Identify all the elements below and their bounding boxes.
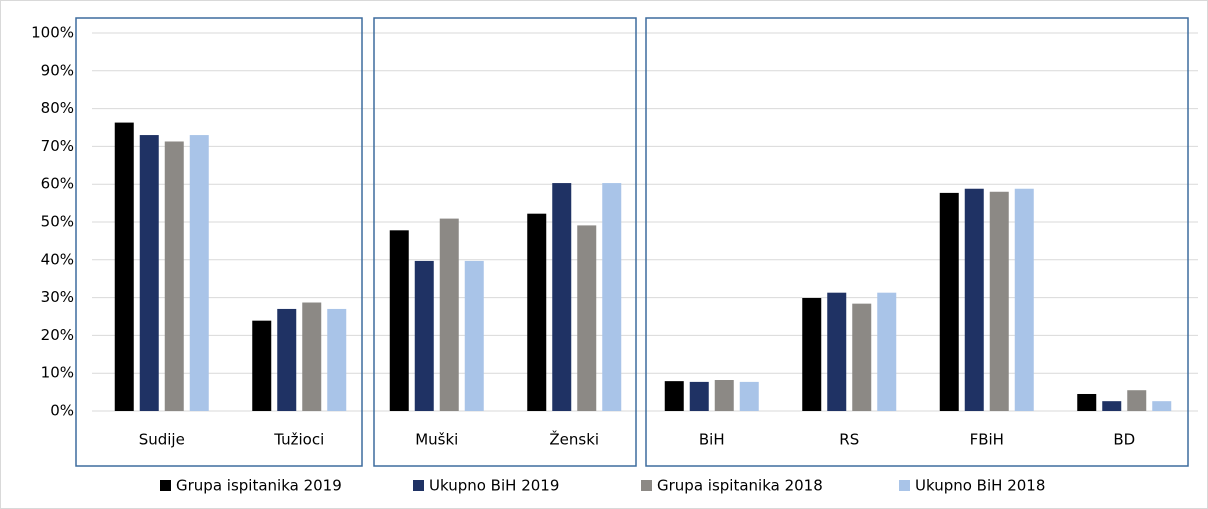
bar: [964, 188, 984, 411]
bar: [552, 183, 572, 411]
x-tick-label: Muški: [415, 431, 458, 449]
x-tick-label: Sudije: [139, 431, 185, 449]
y-tick-label: 0%: [50, 402, 74, 420]
bar: [602, 183, 622, 411]
legend-label: Ukupno BiH 2019: [429, 477, 559, 495]
y-tick-label: 30%: [41, 288, 74, 306]
bar: [1102, 401, 1122, 411]
legend-label: Grupa ispitanika 2018: [657, 477, 823, 495]
bar: [252, 320, 272, 411]
legend-label: Grupa ispitanika 2019: [176, 477, 342, 495]
bar: [302, 302, 322, 411]
bar: [527, 213, 547, 411]
legend-swatch: [899, 480, 910, 491]
y-tick-label: 70%: [41, 137, 74, 155]
y-tick-label: 20%: [41, 326, 74, 344]
y-tick-label: 60%: [41, 175, 74, 193]
bar: [164, 141, 184, 411]
y-tick-label: 50%: [41, 213, 74, 231]
bars: [114, 122, 1172, 411]
legend-swatch: [413, 480, 424, 491]
y-tick-label: 80%: [41, 99, 74, 117]
bar: [689, 381, 709, 411]
x-tick-label: BiH: [699, 431, 725, 449]
bar: [1152, 401, 1172, 411]
bar: [877, 292, 897, 411]
x-tick-label: FBiH: [970, 431, 1004, 449]
bar: [1077, 393, 1097, 411]
x-tick-label: RS: [839, 431, 859, 449]
grid: [92, 32, 1198, 412]
x-tick-label: BD: [1113, 431, 1135, 449]
bar: [414, 260, 434, 411]
group-box: [373, 17, 637, 467]
bar: [327, 308, 347, 411]
bar: [939, 192, 959, 411]
y-tick-label: 100%: [31, 24, 74, 42]
group-box: [75, 17, 363, 467]
y-tick-label: 40%: [41, 250, 74, 268]
bar: [739, 381, 759, 411]
y-tick-label: 10%: [41, 364, 74, 382]
bar: [189, 135, 209, 411]
bar: [277, 308, 297, 411]
bar: [714, 380, 734, 411]
bar: [139, 135, 159, 411]
bar: [827, 292, 847, 411]
group-box: [645, 17, 1189, 467]
bar: [577, 225, 597, 411]
bar: [389, 230, 409, 411]
bar: [989, 191, 1009, 411]
legend-label: Ukupno BiH 2018: [915, 477, 1045, 495]
bar: [664, 381, 684, 411]
legend-swatch: [160, 480, 171, 491]
bar: [114, 122, 134, 411]
bar: [439, 218, 459, 411]
bar: [464, 260, 484, 411]
bar: [852, 303, 872, 411]
x-tick-label: Tužioci: [273, 431, 324, 449]
y-tick-label: 90%: [41, 61, 74, 79]
bar: [802, 297, 822, 411]
legend-swatch: [641, 480, 652, 491]
bar: [1127, 390, 1147, 411]
x-tick-label: Ženski: [549, 430, 599, 449]
bar: [1014, 188, 1034, 411]
